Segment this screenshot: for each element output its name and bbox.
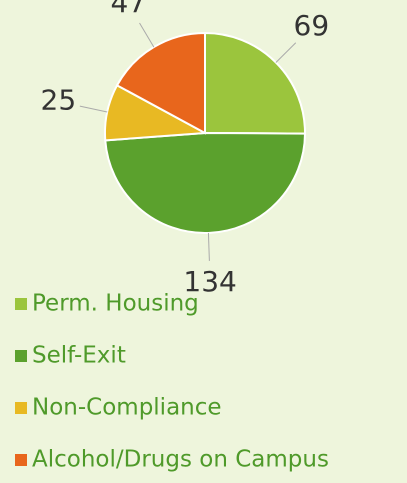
- data-label: 69: [294, 9, 330, 42]
- leader-line: [139, 22, 155, 48]
- data-label: 25: [41, 84, 77, 117]
- leader-line: [207, 232, 210, 261]
- leader-line: [79, 105, 108, 113]
- legend-swatch: [15, 402, 27, 414]
- legend-label: Perm. Housing: [32, 291, 199, 317]
- legend-swatch: [15, 454, 27, 466]
- legend-swatch: [15, 298, 27, 310]
- legend-label: Alcohol/Drugs on Campus: [32, 447, 329, 473]
- leader-line: [275, 42, 297, 63]
- legend-label: Non-Compliance: [32, 395, 222, 421]
- pie-slice: [115, 31, 206, 135]
- pie-slice: [104, 131, 307, 234]
- pie-slice: [204, 31, 306, 135]
- data-label: 47: [110, 0, 146, 19]
- legend-label: Self-Exit: [32, 343, 126, 369]
- data-label: 134: [183, 265, 236, 298]
- legend-swatch: [15, 350, 27, 362]
